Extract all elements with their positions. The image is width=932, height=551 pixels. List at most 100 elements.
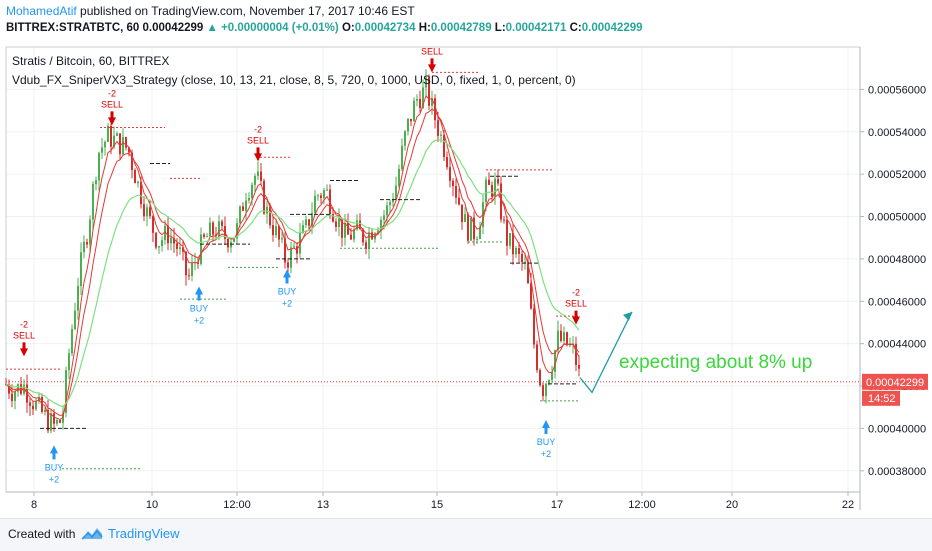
candle-body — [350, 234, 352, 240]
candle-body — [353, 229, 355, 240]
candle-body — [119, 133, 121, 155]
sell-label: SELL — [101, 99, 123, 109]
candle-body — [77, 285, 79, 311]
candle-body — [560, 330, 562, 341]
candle-body — [74, 310, 76, 330]
candle-body — [161, 240, 163, 247]
candle-body — [110, 125, 112, 147]
forecast-annotation[interactable]: expecting about 8% up — [619, 352, 812, 373]
candle-body — [452, 180, 454, 187]
x-tick-label: 12:00 — [628, 499, 656, 511]
buy-label: BUY — [278, 287, 297, 297]
change-value: ▲ +0.00000004 (+0.01%) — [206, 22, 339, 34]
candle-body — [407, 118, 409, 132]
candle-body — [365, 242, 367, 249]
publish-header: MohamedAtif published on TradingView.com… — [6, 4, 415, 18]
candle-body — [371, 232, 373, 240]
candle-body — [65, 370, 67, 413]
candle-body — [149, 207, 151, 217]
candle-body — [254, 176, 256, 185]
candle-body — [518, 248, 520, 254]
candle-body — [29, 402, 31, 406]
sell-arrow-icon — [20, 342, 28, 357]
candle-body — [92, 184, 94, 220]
sell-arrow-icon — [428, 58, 436, 73]
candle-body — [551, 371, 553, 380]
low-label: L: — [494, 22, 506, 34]
candle-body — [398, 168, 400, 186]
candle-body — [293, 246, 295, 248]
candle-body — [440, 134, 442, 136]
buy-count: +2 — [194, 315, 204, 325]
x-tick-label: 13 — [317, 499, 329, 511]
candle-body — [71, 329, 73, 354]
candle-body — [227, 238, 229, 248]
candle-body — [320, 195, 322, 199]
arrow-head-icon — [623, 311, 632, 321]
candle-body — [89, 219, 91, 245]
candle-body — [176, 243, 178, 249]
candle-body — [434, 98, 436, 121]
forecast-path[interactable] — [579, 311, 633, 394]
sell-count: -2 — [108, 88, 116, 98]
author-link[interactable]: MohamedAtif — [6, 4, 77, 18]
candle-body — [122, 137, 124, 155]
candle-body — [314, 195, 316, 213]
candle-body — [50, 413, 52, 431]
candle-body — [494, 178, 496, 197]
candle-body — [104, 141, 106, 148]
candle-body — [530, 283, 532, 309]
candle-body — [8, 384, 10, 394]
candle-body — [389, 202, 391, 206]
close-label: C: — [569, 22, 582, 34]
x-tick-label: 15 — [431, 499, 443, 511]
candle-body — [32, 405, 34, 410]
sell-label: SELL — [565, 299, 587, 309]
candle-body — [578, 365, 580, 369]
candle-body — [497, 178, 499, 184]
candle-body — [200, 234, 202, 264]
mid-ma-line — [5, 108, 580, 417]
candle-body — [500, 183, 502, 220]
sell-label: SELL — [247, 135, 269, 145]
candle-body — [527, 261, 529, 284]
candle-body — [170, 237, 172, 244]
candle-body — [206, 236, 208, 238]
candle-body — [146, 207, 148, 217]
candle-body — [491, 184, 493, 197]
sell-count: -2 — [572, 288, 580, 298]
candles-layer — [5, 69, 580, 434]
candle-body — [485, 179, 487, 203]
buy-count: +2 — [282, 299, 292, 309]
candle-body — [404, 131, 406, 146]
y-tick-label: 0.00050000 — [868, 212, 926, 224]
candle-body — [416, 98, 418, 101]
candle-body — [209, 222, 211, 237]
sell-arrow-icon — [108, 111, 116, 126]
candle-body — [542, 385, 544, 397]
sell-count: -2 — [20, 319, 28, 329]
candle-body — [14, 391, 16, 402]
forecast-drawing[interactable] — [579, 311, 633, 394]
candle-body — [230, 241, 232, 248]
candle-body — [575, 343, 577, 366]
price-axis[interactable]: 0.000380000.000400000.000420000.00044000… — [860, 84, 928, 478]
low-value: 0.00042171 — [505, 22, 567, 34]
candle-body — [242, 206, 244, 211]
sell-label: SELL — [13, 330, 35, 340]
candle-body — [98, 152, 100, 181]
tradingview-brand[interactable]: TradingView — [108, 526, 180, 541]
y-tick-label: 0.00048000 — [868, 254, 926, 266]
candle-body — [125, 137, 127, 148]
time-axis[interactable]: 8 10 12:00 13 15 17 12:00 20 22 — [31, 492, 854, 511]
tradingview-logo-icon[interactable] — [80, 525, 104, 543]
candle-body — [212, 222, 214, 235]
candle-body — [203, 234, 205, 237]
candle-body — [158, 246, 160, 248]
candle-body — [182, 247, 184, 252]
candle-body — [473, 217, 475, 240]
candle-body — [422, 87, 424, 109]
candle-body — [17, 384, 19, 392]
last-price-label: 0.00042299 — [866, 377, 924, 389]
price-chart[interactable]: SELL-2BUY+2SELL-2BUY+2SELL-2BUY+2SELLBUY… — [0, 0, 932, 518]
